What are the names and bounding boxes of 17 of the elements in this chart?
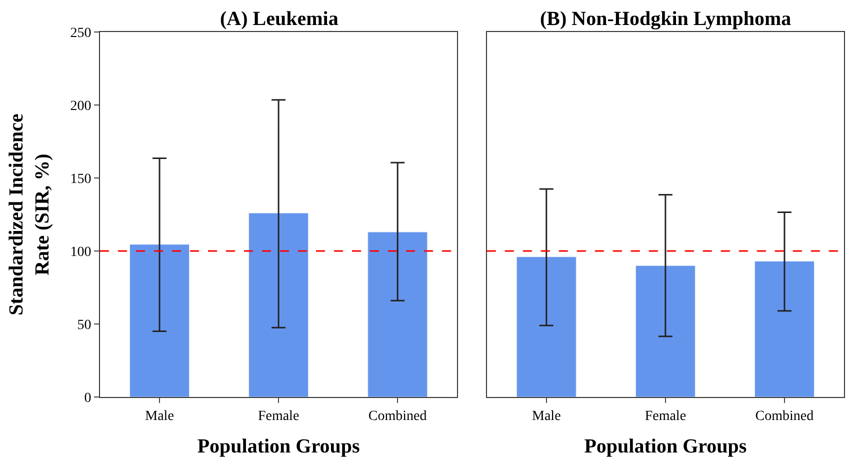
chart-title: (B) Non-Hodgkin Lymphoma: [540, 8, 792, 30]
y-tick-label: 100: [70, 244, 92, 260]
y-tick-label: 200: [70, 98, 92, 114]
x-axis-title: Population Groups: [584, 435, 747, 458]
y-tick-label: 0: [84, 390, 92, 406]
y-tick-label: 250: [70, 26, 92, 41]
y-axis-title: Standardized Incidence Rate (SIR, %): [6, 114, 54, 316]
y-tick-label: 150: [70, 172, 92, 187]
x-tick-label: Combined: [368, 408, 427, 424]
x-tick-label: Female: [258, 408, 300, 424]
x-tick-label: Combined: [755, 408, 814, 424]
chart-title: (A) Leukemia: [220, 8, 338, 30]
x-tick-label: Male: [532, 408, 561, 424]
y-tick-label: 50: [77, 318, 92, 333]
x-axis-title: Population Groups: [197, 435, 360, 458]
x-tick-label: Female: [644, 408, 686, 424]
x-tick-label: Male: [145, 408, 174, 424]
